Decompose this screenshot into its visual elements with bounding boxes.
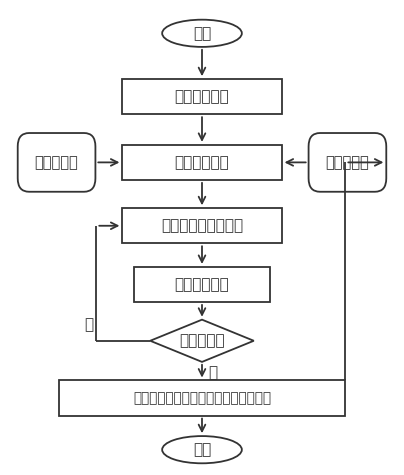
Text: 维护数据库: 维护数据库	[326, 155, 369, 170]
Text: 选择故障征兆: 选择故障征兆	[175, 89, 229, 104]
Text: 调用测试程序: 调用测试程序	[175, 277, 229, 292]
Text: 排故完成？: 排故完成？	[179, 333, 225, 348]
Text: 开始: 开始	[193, 26, 211, 41]
Bar	[122, 79, 282, 114]
Bar	[122, 208, 282, 243]
Text: 计算下一步最优测试: 计算下一步最优测试	[161, 218, 243, 233]
Text: 测试性模型: 测试性模型	[35, 155, 78, 170]
FancyBboxPatch shape	[309, 133, 386, 192]
Text: 故障推理系统: 故障推理系统	[175, 155, 229, 170]
Text: 否: 否	[85, 317, 94, 332]
Text: 结束: 结束	[193, 442, 211, 457]
Ellipse shape	[162, 19, 242, 47]
Polygon shape	[150, 320, 254, 362]
FancyBboxPatch shape	[18, 133, 95, 192]
Text: 根据故障级别和描述给出维修更换建议: 根据故障级别和描述给出维修更换建议	[133, 391, 271, 405]
Bar	[122, 145, 282, 180]
Text: 是: 是	[208, 365, 218, 380]
Ellipse shape	[162, 436, 242, 463]
Bar	[134, 267, 270, 302]
Bar	[59, 380, 345, 416]
